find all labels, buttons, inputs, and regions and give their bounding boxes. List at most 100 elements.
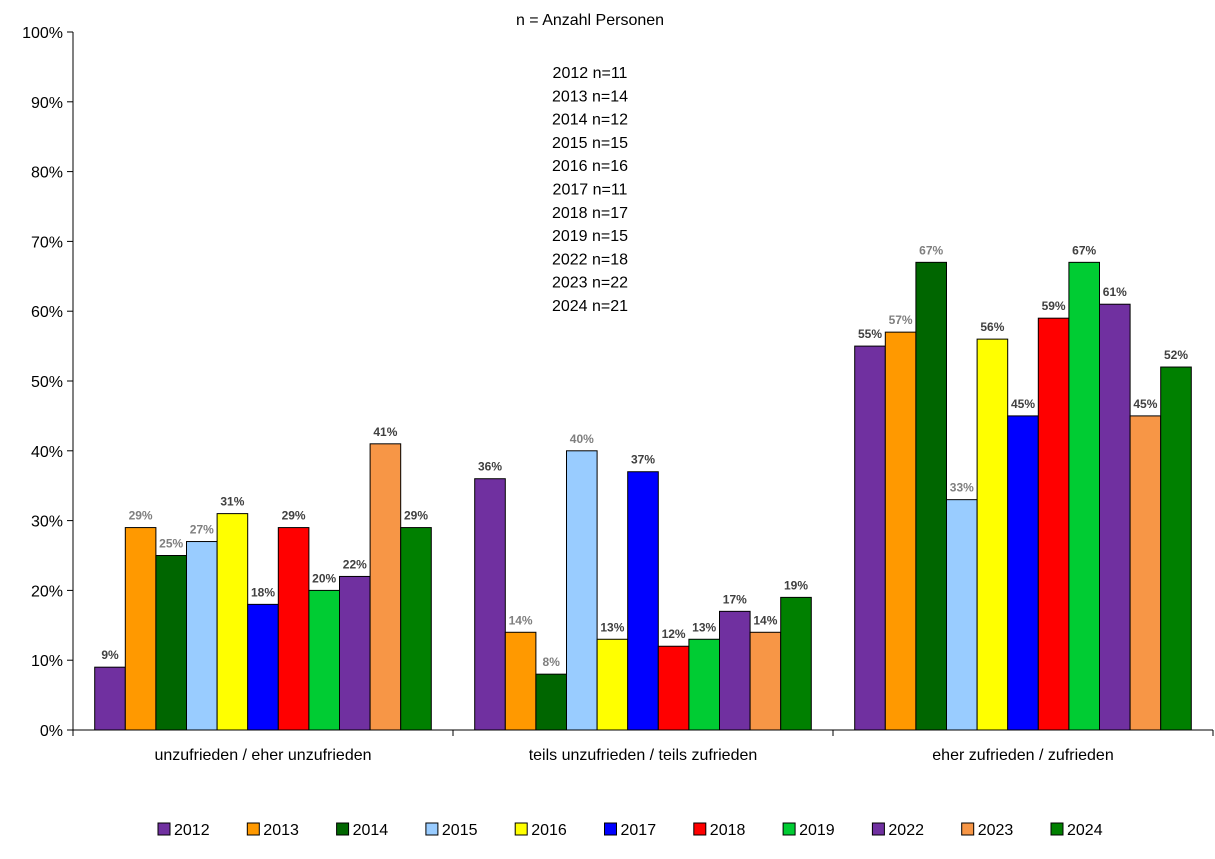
y-axis: 0% 10% 20% 30% 40% 50% 60% 70% 80% 90% 100% <box>22 25 74 740</box>
legend-swatch <box>157 822 171 836</box>
bar <box>1099 303 1131 731</box>
y-tick-label: 100% <box>22 25 63 42</box>
bar <box>400 527 432 731</box>
x-category-label: unzufrieden / eher unzufrieden <box>154 747 371 764</box>
y-tick-label: 30% <box>31 514 63 531</box>
bar <box>277 527 310 731</box>
data-label: 13% <box>600 620 624 634</box>
legend-label: 2018 <box>710 822 746 839</box>
legend-label: 2012 <box>174 822 210 839</box>
data-label: 20% <box>312 571 336 585</box>
bar <box>780 596 812 731</box>
data-label: 29% <box>129 509 153 523</box>
data-label: 29% <box>282 509 306 523</box>
bar <box>657 645 690 731</box>
data-label: 22% <box>343 557 367 571</box>
bar <box>247 603 279 731</box>
bar <box>915 261 948 731</box>
bar <box>155 555 187 731</box>
data-label: 9% <box>101 648 119 662</box>
data-label: 25% <box>159 537 183 551</box>
data-label: 14% <box>509 613 533 627</box>
data-label: 67% <box>919 243 943 257</box>
bar <box>369 443 402 731</box>
legend-label: 2015 <box>442 822 478 839</box>
bar <box>308 589 340 731</box>
bar <box>884 331 917 731</box>
y-tick-label: 50% <box>31 374 63 391</box>
bars: 9% 29% 25% 27% 31% 18% 29% 20% 22% 41% 29% 36% 14% 8%… <box>94 243 1192 731</box>
bar <box>1037 317 1070 731</box>
sample-size-annotation: n = Anzahl Personen 2012 n=11 2013 n=14 201… <box>516 12 664 315</box>
annotation-line: 2023 n=22 <box>552 275 628 292</box>
x-axis: unzufrieden / eher unzufrieden teils unzu… <box>72 729 1214 764</box>
legend: 2012 2013 2014 2015 2016 2017 2018 2019 2022 2023… <box>157 822 1103 839</box>
annotation-line: 2018 n=17 <box>552 205 628 222</box>
data-label: 13% <box>692 620 716 634</box>
legend-label: 2014 <box>353 822 389 839</box>
legend-label: 2013 <box>263 822 299 839</box>
data-label: 12% <box>662 627 686 641</box>
legend-swatch <box>693 822 707 836</box>
legend-label: 2022 <box>888 822 924 839</box>
legend-label: 2023 <box>978 822 1014 839</box>
legend-swatch <box>1050 822 1064 836</box>
y-tick-label: 40% <box>31 444 63 461</box>
bar <box>688 638 721 731</box>
bar <box>1160 366 1192 731</box>
legend-swatch <box>514 822 528 836</box>
data-label: 31% <box>220 495 244 509</box>
annotation-line: 2024 n=21 <box>552 298 628 315</box>
x-category-label: eher zufrieden / zufrieden <box>932 747 1113 764</box>
legend-swatch <box>246 822 260 836</box>
legend-label: 2016 <box>531 822 567 839</box>
legend-label: 2019 <box>799 822 835 839</box>
bar <box>976 338 1009 731</box>
bar <box>186 541 218 731</box>
data-label: 45% <box>1133 397 1157 411</box>
data-label: 17% <box>723 592 747 606</box>
bar <box>1068 261 1101 731</box>
data-label: 36% <box>478 460 502 474</box>
data-label: 19% <box>784 578 808 592</box>
data-label: 29% <box>404 509 428 523</box>
bar <box>566 450 598 731</box>
bar <box>1007 415 1039 731</box>
bar <box>946 499 978 731</box>
data-label: 18% <box>251 585 275 599</box>
bar <box>339 575 371 731</box>
annotation-line: 2016 n=16 <box>552 158 628 175</box>
annotation-title: n = Anzahl Personen <box>516 12 664 29</box>
y-tick-label: 80% <box>31 165 63 182</box>
annotation-line: 2013 n=14 <box>552 88 628 105</box>
annotation-line: 2012 n=11 <box>553 65 628 82</box>
data-label: 55% <box>858 327 882 341</box>
bar <box>124 527 157 731</box>
data-label: 57% <box>889 313 913 327</box>
data-label: 41% <box>373 425 397 439</box>
bar <box>1129 415 1162 731</box>
data-label: 45% <box>1011 397 1035 411</box>
annotation-line: 2017 n=11 <box>553 182 628 199</box>
bar <box>719 610 751 731</box>
y-tick-label: 10% <box>31 653 63 670</box>
bar <box>749 631 782 731</box>
annotation-line: 2015 n=15 <box>552 135 628 152</box>
legend-label: 2024 <box>1067 822 1103 839</box>
y-tick-label: 0% <box>40 723 63 740</box>
data-label: 52% <box>1164 348 1188 362</box>
annotation-line: 2019 n=15 <box>552 228 628 245</box>
data-label: 67% <box>1072 243 1096 257</box>
data-label: 33% <box>950 481 974 495</box>
bar <box>504 631 537 731</box>
legend-swatch <box>336 822 350 836</box>
annotation-line: 2014 n=12 <box>552 112 628 129</box>
y-tick-label: 70% <box>31 234 63 251</box>
bar <box>535 673 568 731</box>
legend-swatch <box>604 822 617 836</box>
data-label: 59% <box>1042 299 1066 313</box>
data-label: 56% <box>980 320 1004 334</box>
data-label: 61% <box>1103 285 1127 299</box>
legend-swatch <box>961 822 975 836</box>
